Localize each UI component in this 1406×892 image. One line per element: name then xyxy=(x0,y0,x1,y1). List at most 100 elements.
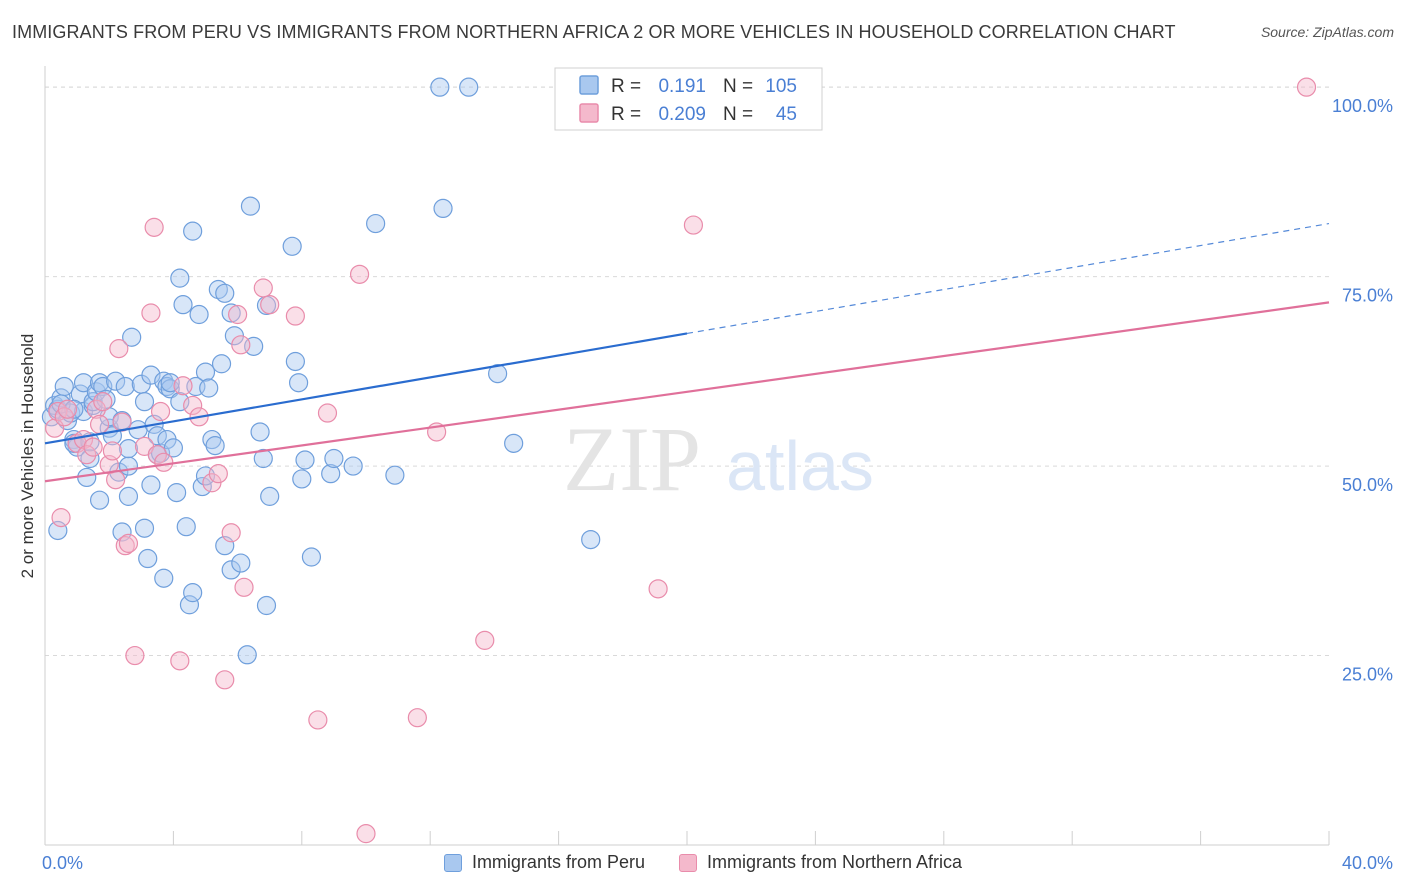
axes xyxy=(44,66,1330,846)
data-point xyxy=(195,362,216,382)
data-point xyxy=(488,364,508,384)
data-point xyxy=(86,399,106,419)
data-point xyxy=(237,645,257,665)
data-point xyxy=(54,376,74,397)
data-point xyxy=(221,523,241,543)
data-point xyxy=(179,595,200,615)
data-point xyxy=(199,378,219,398)
legend-n-value: 45 xyxy=(776,104,797,125)
data-point xyxy=(89,490,110,510)
legend-label-nafrica: Immigrants from Northern Africa xyxy=(706,852,963,872)
data-point xyxy=(321,464,341,484)
y-tick-label: 25.0% xyxy=(1342,665,1393,685)
data-point xyxy=(128,420,148,440)
data-point xyxy=(64,399,84,419)
data-point xyxy=(173,295,193,315)
data-point xyxy=(430,77,450,97)
data-point xyxy=(221,560,241,580)
legend-label-peru: Immigrants from Peru xyxy=(471,852,645,872)
data-point xyxy=(118,486,139,506)
data-point xyxy=(154,568,174,588)
watermark-atlas: atlas xyxy=(726,427,874,505)
chart-title: IMMIGRANTS FROM PERU VS IMMIGRANTS FROM … xyxy=(12,22,1176,42)
y-tick-label: 100.0% xyxy=(1332,96,1393,116)
data-point xyxy=(475,630,495,650)
data-point xyxy=(122,327,142,347)
data-point xyxy=(134,392,155,412)
bottom-legend: Immigrants from Peru Immigrants from Nor… xyxy=(0,852,1406,873)
data-point xyxy=(288,373,309,393)
legend-item-nafrica[interactable]: Immigrants from Northern Africa xyxy=(678,852,963,873)
data-point xyxy=(648,579,668,599)
trend-lines xyxy=(44,222,1330,483)
data-point xyxy=(154,371,174,391)
data-point xyxy=(170,651,190,671)
data-point xyxy=(183,221,203,241)
data-point xyxy=(256,595,277,616)
data-point xyxy=(173,376,193,396)
data-point xyxy=(183,583,203,603)
data-point xyxy=(202,429,222,450)
data-point xyxy=(150,401,171,422)
legend-swatch-peru xyxy=(579,75,599,95)
data-point xyxy=(683,215,704,235)
series-nafrica-points xyxy=(45,77,1317,844)
watermark-zip: ZIP xyxy=(563,408,701,510)
data-point xyxy=(115,376,135,397)
data-point xyxy=(1296,77,1317,97)
data-point xyxy=(118,439,139,459)
x-tick-label-max: 40.0% xyxy=(1342,853,1393,873)
data-point xyxy=(240,196,261,216)
data-point xyxy=(102,441,123,461)
tick-labels: 25.0% 50.0% 75.0% 100.0% 0.0% 40.0% xyxy=(42,96,1393,873)
data-point xyxy=(176,517,196,537)
data-point xyxy=(144,217,164,237)
watermark: ZIP atlas xyxy=(563,408,874,510)
legend-box: R = 0.191 N = 105 R = 0.209 N = 45 xyxy=(554,67,823,131)
legend-swatch-peru xyxy=(443,853,462,872)
legend-n-label: N = xyxy=(723,104,753,125)
legend-swatch-nafrica xyxy=(579,103,599,123)
data-point xyxy=(231,553,251,573)
data-point xyxy=(163,438,183,458)
data-point xyxy=(459,77,479,97)
data-point xyxy=(295,450,315,470)
data-point xyxy=(253,278,273,298)
data-point xyxy=(308,710,328,730)
data-point xyxy=(157,376,177,397)
data-point xyxy=(221,303,241,323)
data-point xyxy=(385,465,405,485)
data-point xyxy=(208,464,228,484)
data-point xyxy=(317,403,338,423)
data-point xyxy=(154,452,174,472)
data-point xyxy=(167,483,187,503)
data-point xyxy=(231,335,251,355)
legend-r-label: R = xyxy=(611,76,641,97)
trend-line-peru xyxy=(44,332,688,445)
series-peru-points xyxy=(41,77,601,665)
data-point xyxy=(343,456,363,476)
data-point xyxy=(211,354,232,374)
data-point xyxy=(147,445,167,465)
data-point xyxy=(89,414,110,434)
data-point xyxy=(80,448,100,469)
data-point xyxy=(250,422,270,442)
data-point xyxy=(192,476,212,497)
data-point xyxy=(253,448,273,469)
legend-r-label: R = xyxy=(611,104,641,125)
data-point xyxy=(324,448,344,469)
x-tick-label-min: 0.0% xyxy=(42,853,83,873)
data-point xyxy=(581,529,601,550)
data-point xyxy=(106,470,126,490)
data-point xyxy=(106,371,126,391)
data-point xyxy=(189,304,209,325)
data-point xyxy=(96,389,116,409)
legend-swatch-nafrica xyxy=(678,853,697,872)
legend-r-value: 0.209 xyxy=(658,104,706,125)
data-point xyxy=(134,518,155,538)
data-point xyxy=(234,577,254,597)
data-point xyxy=(282,236,302,256)
data-point xyxy=(260,295,280,315)
legend-item-peru[interactable]: Immigrants from Peru xyxy=(443,852,645,873)
